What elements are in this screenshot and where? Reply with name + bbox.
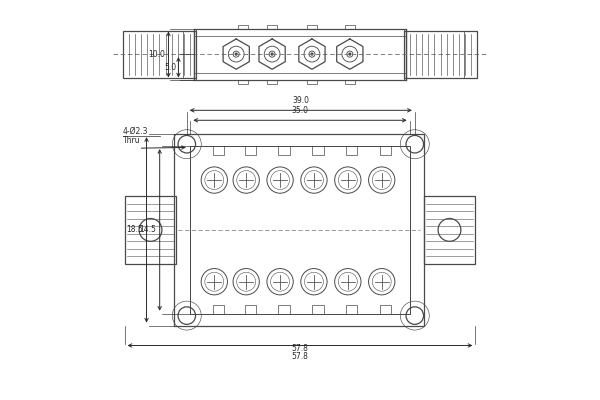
- Bar: [380, 305, 391, 314]
- Bar: [122, 31, 196, 78]
- Circle shape: [349, 53, 351, 55]
- Bar: [238, 25, 248, 28]
- Text: 4-Ø2.3: 4-Ø2.3: [122, 127, 148, 136]
- Text: 5.0: 5.0: [164, 63, 176, 72]
- Text: 14.5: 14.5: [140, 225, 157, 234]
- Text: 18.5: 18.5: [126, 225, 143, 234]
- Bar: [278, 146, 290, 155]
- Circle shape: [235, 53, 237, 55]
- Bar: [267, 25, 277, 28]
- Bar: [346, 305, 358, 314]
- Bar: [278, 305, 290, 314]
- Circle shape: [271, 53, 273, 55]
- Bar: [345, 80, 355, 84]
- Bar: [307, 25, 317, 28]
- Bar: [245, 305, 256, 314]
- Bar: [380, 146, 391, 155]
- Bar: [183, 31, 196, 78]
- Bar: [125, 196, 176, 264]
- Bar: [175, 134, 424, 326]
- Text: 39.0: 39.0: [292, 96, 309, 105]
- Text: 35.0: 35.0: [292, 106, 308, 115]
- Bar: [307, 80, 317, 84]
- Bar: [346, 146, 358, 155]
- Bar: [345, 25, 355, 28]
- Bar: [313, 305, 323, 314]
- Bar: [238, 80, 248, 84]
- Text: Thru: Thru: [122, 136, 140, 145]
- Bar: [404, 31, 478, 78]
- Bar: [424, 196, 475, 264]
- Bar: [194, 28, 406, 80]
- Text: 57.8: 57.8: [292, 352, 308, 361]
- Bar: [213, 146, 224, 155]
- Bar: [245, 146, 256, 155]
- Bar: [464, 31, 478, 78]
- Bar: [267, 80, 277, 84]
- Text: 57.8: 57.8: [292, 344, 308, 354]
- Circle shape: [311, 53, 313, 55]
- Text: 10.0: 10.0: [148, 50, 165, 59]
- Bar: [190, 146, 410, 314]
- Bar: [213, 305, 224, 314]
- Bar: [313, 146, 323, 155]
